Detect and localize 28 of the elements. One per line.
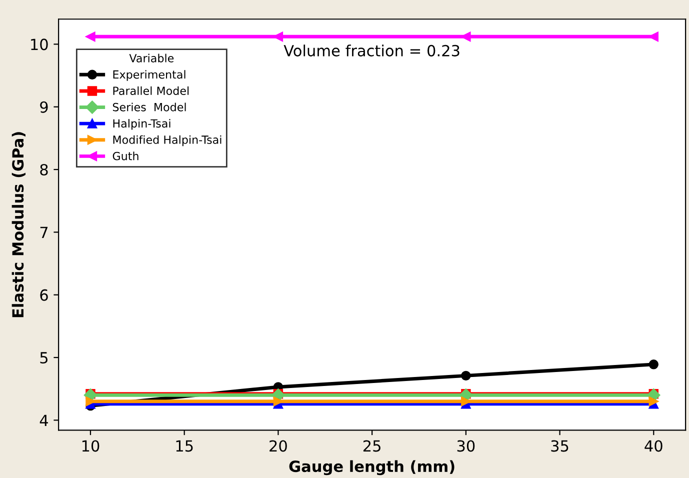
y-tick-label: 8 — [40, 164, 48, 176]
legend-label: Modified Halpin-Tsai — [113, 135, 222, 146]
point — [86, 32, 96, 42]
point — [648, 360, 659, 370]
annotation: Volume fraction = 0.23 — [284, 44, 460, 56]
x-tick-label: 10 — [82, 440, 100, 452]
legend-label: Experimental — [113, 70, 186, 81]
y-tick-label: 4 — [40, 414, 48, 426]
legend-label: Halpin-Tsai — [113, 119, 170, 130]
y-tick-label: 5 — [40, 352, 48, 364]
y-axis-title: Elastic Modulus (GPa) — [12, 132, 26, 318]
x-axis-title: Gauge length (mm) — [289, 460, 454, 476]
x-tick-label: 15 — [176, 440, 193, 452]
x-tick-label: 20 — [270, 440, 287, 452]
legend-label: Guth — [112, 152, 138, 160]
x-tick-label: 35 — [551, 440, 568, 452]
x-tick-label: 25 — [363, 440, 380, 452]
y-tick-label: 7 — [40, 226, 48, 238]
legend-label: Series Model — [112, 102, 186, 112]
y-tick-label: 9 — [40, 101, 48, 113]
y-tick-label: 6 — [40, 289, 48, 301]
point — [461, 370, 471, 381]
x-tick-label: 30 — [457, 440, 475, 452]
point — [648, 396, 659, 406]
y-tick-label: 10 — [31, 38, 48, 50]
legend-title: Variable — [129, 54, 174, 62]
x-tick-label: 40 — [644, 440, 662, 452]
legend-label: Parallel Model — [113, 86, 189, 96]
